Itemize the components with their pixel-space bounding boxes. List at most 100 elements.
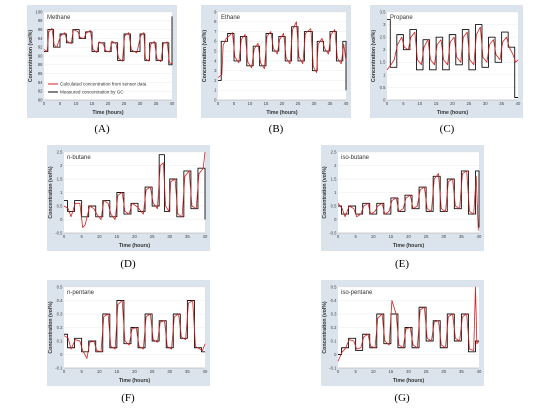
y-tick-label: 2 <box>214 78 217 83</box>
panel-label-f: (F) <box>121 392 135 404</box>
x-tick-label: 15 <box>389 369 394 374</box>
x-tick-label: 15 <box>264 101 269 106</box>
y-tick-label: 8 <box>214 19 217 24</box>
x-axis-label: Time (hours) <box>119 243 151 249</box>
chart-panel-d: -0.5 0 0.5 1 1.5 2 2.5 0 5 10 15 20 25 30 35 40 n-butane… <box>47 145 210 251</box>
x-tick-label: 0 <box>386 101 389 106</box>
y-tick-label: 80 <box>38 97 43 102</box>
x-tick-label: 35 <box>185 369 190 374</box>
x-tick-label: 25 <box>150 234 155 239</box>
x-tick-label: 5 <box>80 369 83 374</box>
y-tick-label: 7 <box>214 29 217 34</box>
x-tick-label: 40 <box>170 101 175 106</box>
x-tick-label: 5 <box>354 369 357 374</box>
x-tick-label: 35 <box>459 234 464 239</box>
series-line-sensor <box>63 151 206 228</box>
y-tick-label: 88 <box>38 62 43 67</box>
y-tick-label: 86 <box>38 71 43 76</box>
y-tick-label: 1.5 <box>57 176 63 181</box>
x-tick-label: 30 <box>138 101 143 106</box>
y-axis-label: Concentration (vol%) <box>371 30 377 82</box>
y-tick-label: -0.1 <box>55 365 63 370</box>
x-tick-label: 25 <box>150 369 155 374</box>
y-tick-label: 6 <box>214 39 217 44</box>
y-tick-label: 2.5 <box>380 35 386 40</box>
x-axis-label: Time (hours) <box>393 378 425 384</box>
x-tick-label: 10 <box>97 234 102 239</box>
y-tick-label: 98 <box>38 18 43 23</box>
chart-panel-f: -0.1 0 0.1 0.2 0.3 0.4 0.5 0 5 10 15 20 25 30 35 40 n-pe… <box>47 280 210 386</box>
x-tick-label: 35 <box>499 101 504 106</box>
y-tick-label: -0.1 <box>329 365 337 370</box>
y-tick-label: 0.1 <box>57 338 63 343</box>
chart-title: Methane <box>47 15 71 21</box>
x-axis-label: Time (hours) <box>266 110 298 116</box>
y-tick-label: 5 <box>214 49 217 54</box>
y-tick-label: 0.3 <box>331 311 337 316</box>
y-axis-label: Concentration (vol%) <box>202 30 208 82</box>
y-tick-label: 0.4 <box>331 298 337 303</box>
y-tick-label: 90 <box>38 53 43 58</box>
x-tick-label: 0 <box>337 369 340 374</box>
x-tick-label: 5 <box>233 101 236 106</box>
chart-title: Propane <box>390 15 413 21</box>
x-tick-label: 20 <box>406 369 411 374</box>
x-tick-label: 20 <box>406 234 411 239</box>
x-tick-label: 5 <box>354 234 357 239</box>
panel-label-g: (G) <box>394 392 410 404</box>
x-tick-label: 15 <box>115 234 120 239</box>
y-tick-label: 0 <box>383 97 386 102</box>
chart-panel-g: -0.1 0 0.1 0.2 0.3 0.4 0.5 0 5 10 15 20 25 30 35 40 iso-… <box>321 280 484 386</box>
x-axis-label: Time (hours) <box>393 243 425 249</box>
x-tick-label: 25 <box>424 234 429 239</box>
y-axis-label: Concentration (vol%) <box>28 30 34 82</box>
x-tick-label: 10 <box>74 101 79 106</box>
y-tick-label: 1.5 <box>331 176 337 181</box>
y-tick-label: 0.5 <box>57 284 63 289</box>
panel-label-c: (C) <box>439 123 455 135</box>
series-line-gc <box>387 19 518 98</box>
y-tick-label: 2 <box>383 47 386 52</box>
y-tick-label: 1 <box>60 190 63 195</box>
chart-svg: -0.500.511.522.50 5 10 15 20 25 30 35 40iso-buta… <box>321 145 484 251</box>
chart-svg: -0.500.511.522.50 5 10 15 20 25 30 35 40n-butane… <box>47 145 210 251</box>
x-tick-label: 25 <box>122 101 127 106</box>
y-tick-label: 0 <box>334 217 337 222</box>
y-tick-label: 4 <box>214 58 217 63</box>
chart-svg: 0 1 2 3 4 5 6 7 8 9 0 5 10 15 20 25 30 35 40 Ethane Time (ho… <box>201 5 351 118</box>
x-tick-label: 20 <box>450 101 455 106</box>
series-line-gc <box>218 26 347 91</box>
x-tick-label: 15 <box>389 234 394 239</box>
x-tick-label: 10 <box>417 101 422 106</box>
y-tick-label: 0.5 <box>331 203 337 208</box>
y-tick-label: 0.5 <box>57 203 63 208</box>
y-tick-label: 0.1 <box>331 338 337 343</box>
y-tick-label: 94 <box>38 36 43 41</box>
y-tick-label: -0.5 <box>55 230 63 235</box>
x-tick-label: 40 <box>477 369 482 374</box>
chart-panel-c: 0 0.5 1 1.5 2 2.5 3 3.5 0 5 10 15 20 25 30 35 40 Propane T… <box>370 5 523 118</box>
x-tick-label: 40 <box>516 101 521 106</box>
x-tick-label: 0 <box>63 234 66 239</box>
x-tick-label: 0 <box>43 101 46 106</box>
y-axis-label: Concentration (vol%) <box>48 166 54 218</box>
x-tick-label: 0 <box>217 101 220 106</box>
y-tick-label: 2.5 <box>331 149 337 154</box>
x-tick-label: 10 <box>371 369 376 374</box>
legend-label-gc: Measured concentration by GC <box>60 90 124 95</box>
y-tick-label: 100 <box>36 9 44 14</box>
x-tick-label: 30 <box>441 234 446 239</box>
x-tick-label: 5 <box>80 234 83 239</box>
x-tick-label: 20 <box>106 101 111 106</box>
y-axis-label: Concentration (vol%) <box>322 301 328 353</box>
y-axis-label: Concentration (vol%) <box>48 301 54 353</box>
chart-title: n-butane <box>67 155 91 161</box>
series-line-gc <box>64 300 205 353</box>
chart-panel-a: 80 82 84 86 88 90 92 94 96 98 100 0 5 10 15 20 25 30 35 40 M… <box>27 5 177 118</box>
y-axis-label: Concentration (vol%) <box>322 166 328 218</box>
y-tick-label: 0.2 <box>331 325 337 330</box>
x-tick-label: 5 <box>59 101 62 106</box>
y-tick-label: 1.5 <box>380 60 386 65</box>
x-tick-label: 20 <box>132 369 137 374</box>
y-tick-label: 84 <box>38 80 43 85</box>
